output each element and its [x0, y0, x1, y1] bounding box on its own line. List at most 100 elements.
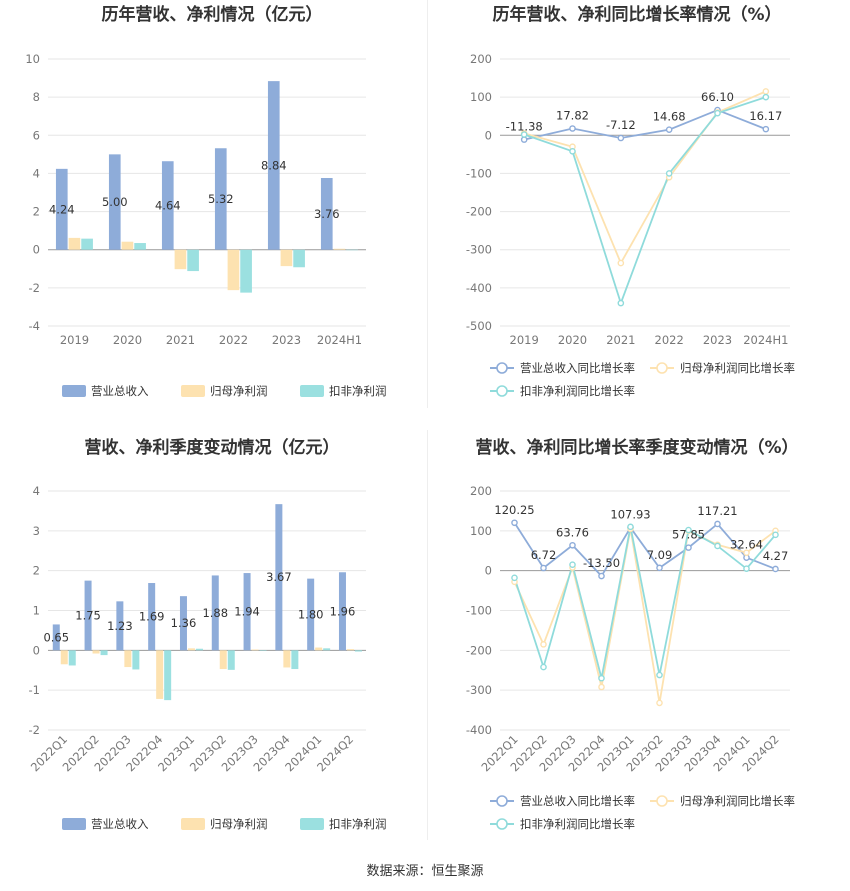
bar-revenue: [161, 161, 174, 250]
bar-value-label: 5.32: [208, 192, 234, 206]
y-tick-label: 2: [33, 564, 40, 578]
bar-value-label: 1.80: [298, 607, 324, 621]
bar-revenue: [320, 178, 333, 250]
legend-label: 归母净利润同比增长率: [680, 794, 795, 808]
point-value-label: 4.27: [763, 549, 789, 563]
legend-label: 归母净利润同比增长率: [680, 361, 795, 375]
y-tick-label: -2: [29, 723, 40, 737]
bar-net-profit: [92, 650, 100, 654]
y-tick-label: -200: [466, 205, 492, 219]
bar-deducted-profit: [132, 650, 140, 670]
bar-deducted-profit: [227, 650, 235, 670]
bar-deducted-profit: [240, 249, 252, 293]
data-point: [685, 544, 692, 551]
y-tick-label: -4: [29, 319, 40, 333]
annual-growth-rate-chart: 历年营收、净利同比增长率情况（%） -500 -400 -300 -200 -100 0 10…: [466, 4, 795, 398]
bar-net-profit: [251, 649, 259, 651]
y-tick-label: -400: [466, 281, 492, 295]
chart-title: 营收、净利同比增长率季度变动情况（%）: [475, 437, 798, 458]
y-tick-label: 100: [470, 90, 492, 104]
y-tick-label: 0: [33, 643, 40, 657]
data-point: [743, 565, 750, 572]
point-value-label: 14.68: [653, 110, 686, 124]
data-point: [762, 93, 770, 101]
data-point: [714, 109, 721, 117]
bar-revenue: [148, 583, 156, 651]
bar-revenue: [55, 168, 68, 250]
bar-net-profit: [174, 249, 187, 270]
data-point: [569, 541, 576, 549]
bar-value-label: 1.36: [171, 616, 197, 630]
data-point: [617, 299, 625, 307]
data-point: [665, 170, 673, 177]
bar-deducted-profit: [323, 648, 331, 651]
x-tick-label: 2020: [113, 333, 142, 347]
bar-net-profit: [187, 648, 195, 651]
data-point: [685, 526, 692, 534]
data-point: [598, 683, 605, 691]
series-line-deducted-profit: [523, 96, 767, 306]
series-line-revenue: [523, 109, 767, 141]
data-source: 数据来源：恒生聚源: [366, 864, 484, 879]
bar-net-profit: [315, 647, 323, 651]
data-point: [714, 520, 721, 528]
data-point: [762, 125, 770, 133]
y-tick-label: -200: [466, 643, 492, 657]
legend-marker: [496, 818, 508, 830]
y-tick-label: 200: [470, 484, 492, 498]
bar-net-profit: [121, 241, 134, 250]
bar-net-profit: [60, 650, 68, 665]
bar-revenue: [211, 575, 219, 651]
bar-deducted-profit: [68, 650, 76, 666]
vertical-divider: [427, 430, 428, 840]
legend-label: 扣非净利润: [329, 384, 387, 398]
legend-swatch: [181, 818, 205, 830]
bar-deducted-profit: [164, 650, 172, 701]
bar-value-label: 3.67: [266, 570, 292, 584]
data-point: [617, 134, 625, 142]
bar-revenue: [307, 578, 315, 651]
data-point: [617, 259, 625, 267]
data-point: [656, 699, 663, 707]
y-tick-label: 1: [33, 604, 40, 618]
legend-marker: [656, 362, 668, 374]
x-tick-label: 2019: [60, 333, 89, 347]
point-value-label: 16.17: [749, 109, 782, 123]
vertical-divider: [427, 0, 428, 408]
legend-label: 归母净利润: [210, 817, 268, 831]
bar-value-label: 4.64: [155, 198, 181, 212]
bar-deducted-profit: [134, 243, 146, 250]
y-tick-label: 8: [33, 90, 40, 104]
x-tick-label: 2021: [166, 333, 195, 347]
legend-label: 扣非净利润: [329, 817, 387, 831]
y-tick-label: 10: [25, 52, 40, 66]
data-point: [743, 549, 750, 557]
bar-net-profit: [346, 649, 354, 651]
point-value-label: 120.25: [494, 503, 534, 517]
x-tick-label: 2023: [703, 333, 732, 347]
bar-value-label: 0.65: [43, 630, 69, 644]
data-point: [540, 663, 547, 671]
y-tick-label: 2: [33, 205, 40, 219]
legend-marker: [496, 362, 508, 374]
bar-revenue: [52, 624, 60, 651]
bar-value-label: 1.88: [202, 606, 228, 620]
data-point: [772, 531, 779, 539]
bar-revenue: [179, 596, 187, 651]
y-tick-label: -500: [466, 319, 492, 333]
y-tick-label: 6: [33, 128, 40, 142]
bar-deducted-profit: [259, 650, 267, 651]
data-point: [511, 574, 518, 582]
bar-deducted-profit: [195, 648, 203, 651]
y-tick-label: 4: [33, 166, 40, 180]
point-value-label: 6.72: [531, 548, 557, 562]
data-point: [540, 564, 547, 572]
point-value-label: -11.38: [506, 120, 543, 134]
data-point: [714, 542, 721, 550]
x-tick-label: 2021: [606, 333, 635, 347]
chart-title: 历年营收、净利情况（亿元）: [102, 4, 323, 25]
legend-marker: [496, 385, 508, 397]
bar-value-label: 1.94: [234, 605, 260, 619]
bar-revenue: [108, 154, 121, 250]
y-tick-label: -400: [466, 723, 492, 737]
